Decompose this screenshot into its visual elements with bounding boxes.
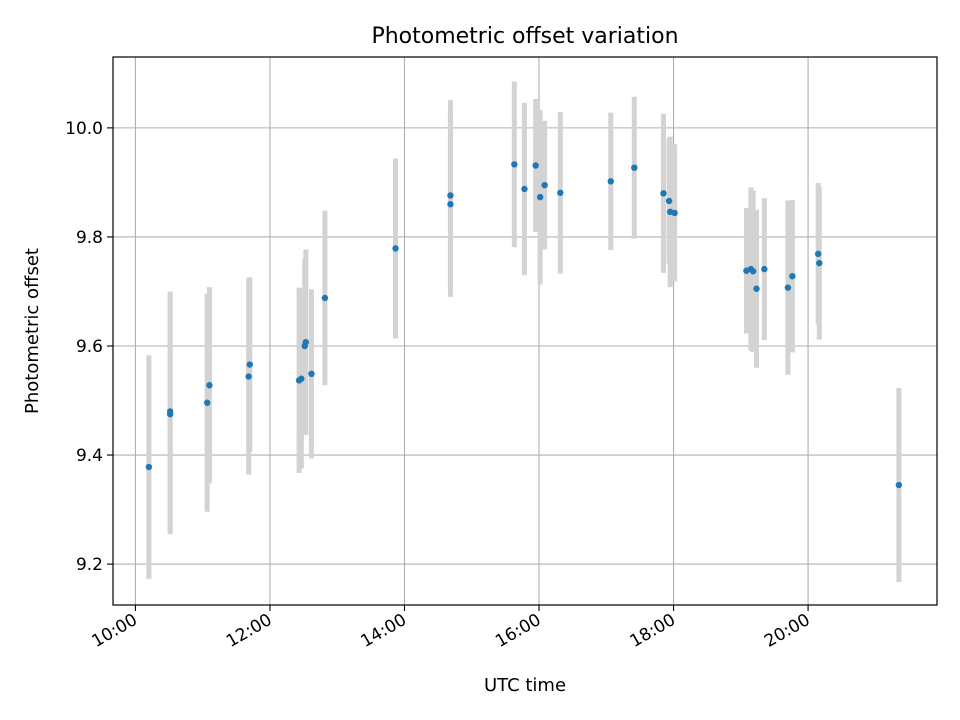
y-tick-label: 10.0 — [65, 119, 103, 139]
chart-title: Photometric offset variation — [371, 24, 678, 49]
data-point — [557, 189, 564, 196]
data-point — [447, 201, 454, 208]
data-point — [671, 209, 678, 217]
data-point — [203, 399, 211, 406]
errorbars — [146, 81, 902, 583]
data-point — [302, 338, 310, 346]
data-point — [511, 161, 518, 168]
y-tick-label: 9.4 — [76, 446, 103, 466]
y-tick-label: 9.6 — [76, 337, 103, 357]
data-point — [761, 265, 768, 273]
data-point — [166, 408, 174, 415]
data-point — [660, 190, 667, 197]
x-tick-label: 20:00 — [761, 610, 813, 652]
data-points — [145, 161, 903, 489]
data-point — [392, 245, 399, 252]
x-tick-label: 16:00 — [492, 610, 544, 652]
y-tick-label: 9.8 — [76, 228, 103, 248]
plot-frame — [112, 56, 938, 606]
data-point — [789, 273, 796, 280]
data-point — [536, 193, 544, 201]
data-point — [814, 250, 822, 258]
data-point — [447, 192, 454, 199]
ticks: 10:00 12:00 14:00 16:00 18:00 20:00 9.2 9.4 9.6 9… — [65, 119, 813, 652]
data-point — [541, 181, 548, 189]
data-point — [665, 197, 673, 205]
data-point — [631, 164, 638, 171]
data-point — [298, 375, 305, 382]
data-point — [749, 268, 757, 275]
data-point — [246, 361, 253, 368]
x-tick-label: 18:00 — [627, 610, 679, 652]
data-point — [206, 382, 213, 389]
data-point — [521, 185, 528, 193]
data-point — [895, 481, 903, 489]
x-tick-label: 14:00 — [358, 610, 410, 652]
data-point — [753, 285, 760, 292]
grid — [113, 57, 937, 605]
data-point — [321, 294, 329, 302]
x-tick-label: 12:00 — [223, 610, 275, 652]
data-point — [245, 373, 252, 380]
data-point — [308, 370, 315, 378]
x-axis-label: UTC time — [484, 675, 566, 696]
x-tick-label: 10:00 — [88, 610, 140, 652]
data-point — [816, 259, 823, 267]
data-point — [784, 284, 792, 291]
y-tick-label: 9.2 — [76, 555, 103, 575]
data-point — [532, 162, 539, 169]
data-point — [607, 178, 614, 185]
y-axis-label: Photometric offset — [22, 248, 43, 414]
data-point — [145, 463, 153, 471]
